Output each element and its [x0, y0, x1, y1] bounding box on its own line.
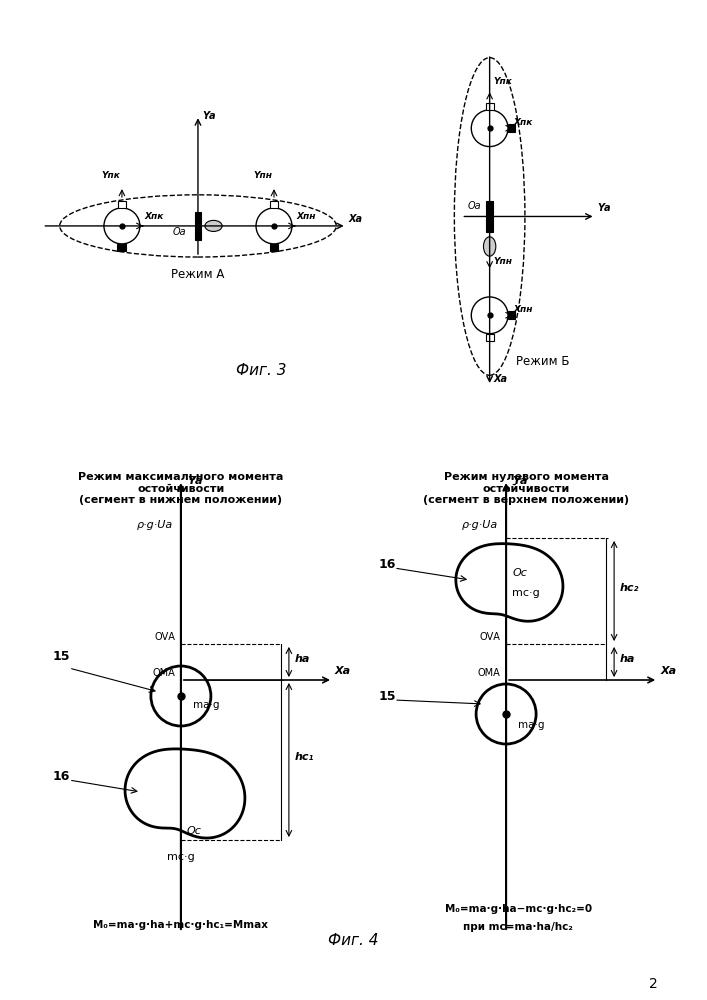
- Bar: [117, 244, 127, 251]
- Text: mс·g: mс·g: [167, 852, 194, 862]
- Text: mа·g: mа·g: [193, 700, 219, 710]
- Text: Yа: Yа: [187, 476, 202, 486]
- Text: Хпн: Хпн: [514, 305, 533, 314]
- Text: Режим нулевого момента
остойчивости
(сегмент в верхнем положении): Режим нулевого момента остойчивости (сег…: [423, 472, 629, 505]
- Text: Xа: Xа: [335, 666, 351, 676]
- Bar: [486, 201, 493, 232]
- Text: ОVА: ОVА: [479, 632, 500, 642]
- Text: Yпк: Yпк: [494, 77, 513, 86]
- Text: ρ·g·Uа: ρ·g·Uа: [462, 520, 498, 530]
- Text: Фиг. 3: Фиг. 3: [236, 363, 287, 378]
- Text: Хпн: Хпн: [296, 212, 316, 221]
- Text: hа: hа: [620, 654, 636, 664]
- Text: Хпк: Хпк: [514, 118, 533, 127]
- Circle shape: [472, 110, 508, 147]
- Bar: [508, 311, 515, 319]
- Bar: [486, 334, 493, 341]
- Text: Xа: Xа: [349, 214, 363, 224]
- Text: ОМА: ОМА: [477, 668, 500, 678]
- Bar: [269, 244, 279, 251]
- Text: 15: 15: [378, 690, 396, 703]
- Bar: [270, 201, 278, 208]
- Circle shape: [472, 297, 508, 334]
- Text: hс₂: hс₂: [620, 583, 640, 593]
- Text: Оа: Оа: [173, 227, 186, 237]
- Bar: [194, 212, 201, 240]
- Text: mа·g: mа·g: [518, 720, 544, 730]
- Text: Ос: Ос: [512, 568, 527, 578]
- Bar: [508, 124, 515, 132]
- Circle shape: [151, 666, 211, 726]
- Text: ρ·g·Uа: ρ·g·Uа: [136, 520, 173, 530]
- Text: Yпн: Yпн: [253, 171, 272, 180]
- Text: 2: 2: [649, 977, 658, 991]
- Ellipse shape: [484, 237, 496, 256]
- Ellipse shape: [205, 220, 222, 231]
- Text: Режим Б: Режим Б: [516, 355, 569, 368]
- Text: ОVА: ОVА: [154, 632, 175, 642]
- Text: Yа: Yа: [512, 476, 527, 486]
- Text: при mс=mа·hа/hс₂: при mс=mа·hа/hс₂: [463, 922, 573, 932]
- Text: Оа: Оа: [467, 201, 481, 211]
- Text: Xа: Xа: [494, 374, 508, 384]
- Text: hс₁: hс₁: [295, 752, 315, 762]
- Text: Yпн: Yпн: [494, 257, 513, 266]
- Circle shape: [104, 208, 140, 244]
- Text: Yа: Yа: [202, 111, 216, 121]
- Circle shape: [476, 684, 536, 744]
- Polygon shape: [125, 749, 245, 838]
- Bar: [118, 201, 126, 208]
- Bar: [486, 103, 493, 110]
- Text: hа: hа: [295, 654, 310, 664]
- Circle shape: [256, 208, 292, 244]
- Text: М₀=mа·g·hа+mс·g·hс₁=Mmax: М₀=mа·g·hа+mс·g·hс₁=Mmax: [93, 920, 269, 930]
- Text: Хпк: Хпк: [144, 212, 164, 221]
- Text: Yпк: Yпк: [101, 171, 120, 180]
- Text: 16: 16: [378, 558, 395, 571]
- Text: Ос: Ос: [187, 826, 201, 836]
- Polygon shape: [456, 544, 563, 621]
- Text: Фиг. 4: Фиг. 4: [328, 933, 379, 948]
- Text: Xа: Xа: [660, 666, 676, 676]
- Text: Режим максимального момента
остойчивости
(сегмент в нижнем положении): Режим максимального момента остойчивости…: [78, 472, 284, 505]
- Text: 15: 15: [53, 650, 71, 663]
- Text: ОМА: ОМА: [152, 668, 175, 678]
- Text: Yа: Yа: [597, 203, 611, 213]
- Text: Режим А: Режим А: [171, 268, 225, 281]
- Text: М₀=mа·g·hа−mс·g·hс₂=0: М₀=mа·g·hа−mс·g·hс₂=0: [445, 904, 592, 914]
- Text: 16: 16: [53, 770, 70, 783]
- Text: mс·g: mс·g: [512, 588, 540, 598]
